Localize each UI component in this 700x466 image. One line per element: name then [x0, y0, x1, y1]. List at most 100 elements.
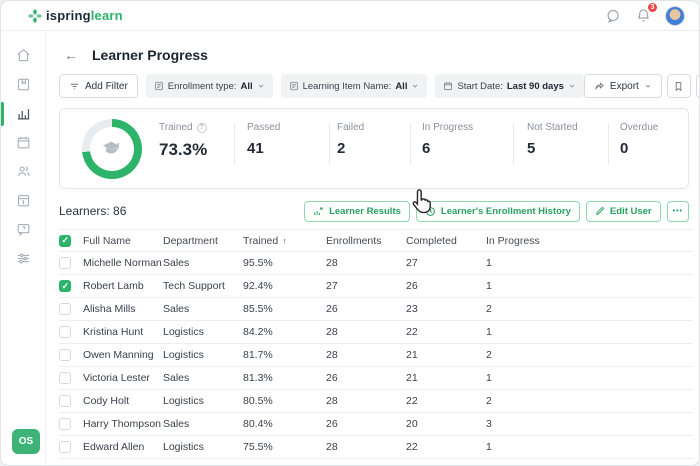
sidebar-item-reports[interactable]	[1, 99, 46, 128]
workspace-badge[interactable]: OS	[12, 429, 40, 454]
sidebar-item-calendar[interactable]	[1, 128, 46, 157]
cell-enrollments: 28	[326, 349, 338, 361]
stat-passed: Passed 41	[247, 122, 281, 157]
col-in-progress[interactable]: In Progress	[486, 234, 540, 247]
document-icon	[155, 81, 163, 91]
notifications-button[interactable]: 3	[634, 1, 658, 25]
enrollment-history-button[interactable]: Learner's Enrollment History	[415, 200, 580, 222]
ispring-logo[interactable]: ispringlearn	[28, 8, 123, 23]
row-checkbox[interactable]	[59, 280, 71, 292]
cell-trained: 92.4%	[243, 280, 273, 292]
table-row[interactable]: Cody Holt Logistics 80.5% 28 22 2	[59, 390, 693, 413]
table-row[interactable]: Kristina Hunt Logistics 84.2% 28 22 1	[59, 321, 693, 344]
col-enrollments[interactable]: Enrollments	[326, 234, 382, 247]
cell-department: Logistics	[163, 441, 204, 453]
cell-trained: 85.5%	[243, 303, 273, 315]
sidebar-item-courses[interactable]	[1, 70, 46, 99]
history-button[interactable]	[695, 74, 699, 98]
cell-trained: 80.5%	[243, 395, 273, 407]
cell-trained: 95.5%	[243, 257, 273, 269]
cell-in-progress: 2	[486, 349, 492, 361]
cell-enrollments: 26	[326, 418, 338, 430]
stat-not-started: Not Started 5	[527, 122, 578, 157]
home-icon	[17, 49, 30, 62]
col-trained[interactable]: Trained ↑	[243, 234, 287, 247]
sidebar-item-settings[interactable]	[1, 244, 46, 273]
table-row[interactable]: Victoria Lester Sales 81.3% 26 21 1	[59, 367, 693, 390]
chevron-down-icon	[258, 84, 263, 88]
table-row[interactable]: Michelle Norman Sales 95.5% 28 27 1	[59, 252, 693, 275]
col-completed[interactable]: Completed	[406, 234, 457, 247]
cell-completed: 20	[406, 418, 418, 430]
col-full-name[interactable]: Full Name	[83, 234, 131, 247]
cell-full-name: Owen Manning	[83, 349, 154, 361]
edit-user-button[interactable]: Edit User	[585, 200, 661, 222]
row-checkbox[interactable]	[59, 326, 71, 338]
row-checkbox[interactable]	[59, 441, 71, 453]
col-department[interactable]: Department	[163, 234, 218, 247]
clock-icon	[425, 206, 435, 216]
learners-count: Learners: 86	[59, 204, 127, 218]
select-all-checkbox[interactable]	[59, 234, 71, 247]
messages-button[interactable]	[603, 7, 621, 25]
cell-department: Logistics	[163, 349, 204, 361]
divider	[513, 123, 514, 165]
cell-in-progress: 1	[486, 372, 492, 384]
cell-completed: 22	[406, 326, 418, 338]
cell-full-name: Harry Thompson	[83, 418, 162, 430]
cell-enrollments: 28	[326, 257, 338, 269]
table-row[interactable]: Harry Thompson Sales 80.4% 26 20 3	[59, 413, 693, 436]
user-avatar[interactable]	[665, 5, 685, 26]
cell-trained: 81.3%	[243, 372, 273, 384]
table-row[interactable]: Robert Lamb Tech Support 92.4% 27 26 1	[59, 275, 693, 298]
export-button[interactable]: Export	[583, 74, 662, 98]
table-row[interactable]: Edward Allen Logistics 75.5% 28 22 1	[59, 436, 693, 459]
row-checkbox[interactable]	[59, 418, 71, 430]
sidebar-item-home[interactable]	[1, 41, 46, 70]
more-actions-button[interactable]: •••	[666, 200, 689, 222]
filter-enrollment-type[interactable]: Enrollment type: All	[145, 74, 273, 98]
sidebar-item-users[interactable]	[1, 157, 46, 186]
back-button[interactable]: ←	[64, 47, 78, 63]
learner-results-button[interactable]: Learner Results	[304, 200, 410, 222]
cell-department: Sales	[163, 303, 190, 315]
sidebar: OS	[1, 31, 46, 465]
divider	[329, 123, 330, 165]
row-checkbox[interactable]	[59, 395, 71, 407]
add-filter-button[interactable]: Add Filter	[59, 74, 138, 98]
sidebar-item-help[interactable]	[1, 215, 46, 244]
filter-start-date[interactable]: Start Date: Last 90 days	[435, 74, 584, 98]
table-row[interactable]: Alisha Mills Sales 85.5% 26 23 2	[59, 298, 693, 321]
progress-summary-card: Trained? 73.3% Passed 41 Failed 2 In Pro…	[59, 108, 689, 189]
top-bar: ispringlearn 3	[1, 1, 699, 31]
cell-trained: 84.2%	[243, 326, 273, 338]
filter-bar: Add Filter Enrollment type: All Learning …	[59, 74, 699, 98]
bell-icon	[637, 9, 649, 22]
graduation-cap-icon	[102, 141, 120, 154]
users-icon	[17, 166, 30, 176]
filter-learning-item[interactable]: Learning Item Name: All	[280, 74, 428, 98]
chevron-down-icon	[569, 84, 575, 88]
cell-full-name: Kristina Hunt	[83, 326, 144, 338]
cell-completed: 21	[406, 349, 418, 361]
sort-asc-icon: ↑	[282, 235, 287, 246]
stat-in-progress: In Progress 6	[422, 122, 474, 157]
row-checkbox[interactable]	[59, 257, 71, 269]
cell-department: Logistics	[163, 326, 204, 338]
cell-enrollments: 26	[326, 303, 338, 315]
page-title: Learner Progress	[92, 47, 208, 63]
cell-full-name: Michelle Norman	[83, 257, 162, 269]
bookmark-button[interactable]	[666, 74, 691, 98]
sidebar-item-events[interactable]	[1, 186, 46, 215]
bar-chart-icon	[17, 109, 30, 120]
cell-enrollments: 28	[326, 441, 338, 453]
table-row[interactable]: Owen Manning Logistics 81.7% 28 21 2	[59, 344, 693, 367]
chat-question-icon	[17, 223, 30, 237]
row-checkbox[interactable]	[59, 349, 71, 361]
filter-icon	[70, 83, 79, 89]
row-checkbox[interactable]	[59, 372, 71, 384]
learners-table: Full Name Department Trained↑ Enrollment…	[59, 229, 693, 459]
info-icon[interactable]: ?	[196, 122, 207, 133]
row-checkbox[interactable]	[59, 303, 71, 315]
